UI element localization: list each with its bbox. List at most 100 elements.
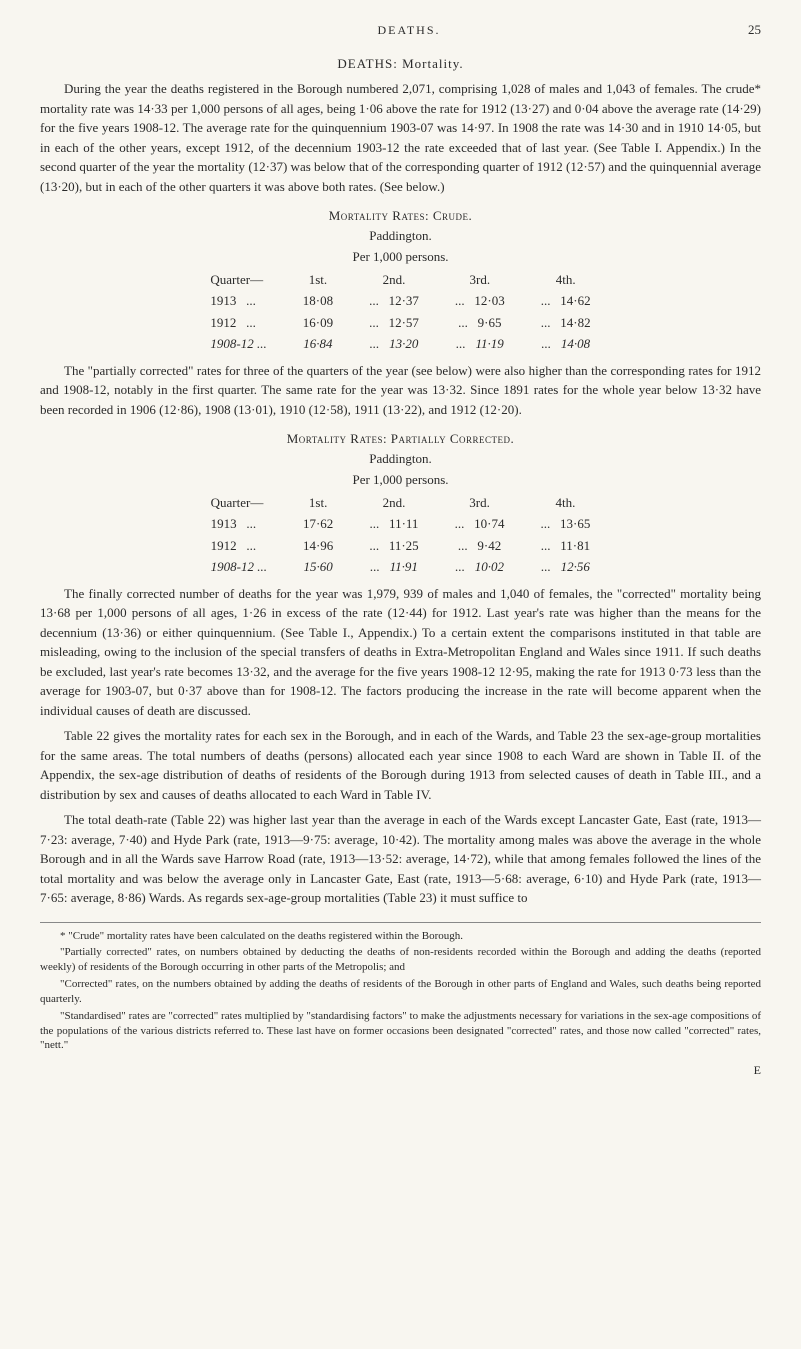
table-row: Quarter— 1st. 2nd. 3rd. 4th. xyxy=(192,269,608,291)
table-cell: 1913 ... xyxy=(192,290,284,312)
cell-sep: ... xyxy=(455,516,465,531)
cell-sep: ... xyxy=(246,293,256,308)
cell-label: 1908-12 xyxy=(211,559,254,574)
cell-sep: ... xyxy=(456,336,466,351)
table-crude: Mortality Rates: Crude. Paddington. Per … xyxy=(40,206,761,355)
table-cell: ... 10·02 xyxy=(437,556,523,578)
table-header-col: 2nd. xyxy=(351,492,436,514)
cell-val: 13·65 xyxy=(560,516,590,531)
table-header-col: 2nd. xyxy=(351,269,437,291)
table-cell: 15·60 xyxy=(285,556,351,578)
cell-sep: ... xyxy=(370,336,380,351)
cell-sep: ... xyxy=(246,315,256,330)
cell-sep: ... xyxy=(541,538,551,553)
cell-val: 9·65 xyxy=(478,315,502,330)
cell-val: 12·56 xyxy=(561,559,590,574)
footnote-rule xyxy=(40,922,761,923)
cell-val: 12·03 xyxy=(474,293,504,308)
table-cell: 1912 ... xyxy=(193,535,285,557)
cell-sep: ... xyxy=(369,293,379,308)
table-row: Quarter— 1st. 2nd. 3rd. 4th. xyxy=(193,492,609,514)
table-header-col: 4th. xyxy=(523,492,609,514)
table-cell: ... 12·56 xyxy=(523,556,609,578)
paragraph-1: During the year the deaths registered in… xyxy=(40,79,761,196)
section-title: DEATHS: Mortality. xyxy=(40,54,761,74)
table-cell: ... 12·37 xyxy=(351,290,437,312)
paragraph-2: The "partially corrected" rates for thre… xyxy=(40,361,761,420)
page-header: DEATHS. 25 xyxy=(40,20,761,40)
cell-val: 14·82 xyxy=(560,315,590,330)
table-crude-table: Quarter— 1st. 2nd. 3rd. 4th. 1913 ... 18… xyxy=(192,269,608,355)
cell-label: 1913 xyxy=(210,293,236,308)
table-cell: 1912 ... xyxy=(192,312,284,334)
cell-sep: ... xyxy=(370,559,380,574)
cell-sep: ... xyxy=(257,559,267,574)
footnote-4: "Standardised" rates are "corrected" rat… xyxy=(40,1009,761,1054)
table-header-col: 1st. xyxy=(285,492,351,514)
cell-sep: ... xyxy=(257,336,267,351)
cell-label: 1908-12 xyxy=(210,336,253,351)
section-heading: DEATHS. xyxy=(70,21,748,39)
table-cell: ... 13·20 xyxy=(351,333,437,355)
table-cell: ... 14·08 xyxy=(523,333,609,355)
cell-label: 1912 xyxy=(210,315,236,330)
cell-sep: ... xyxy=(369,315,379,330)
table-cell: ... 13·65 xyxy=(523,513,609,535)
table-partial-sub1: Paddington. xyxy=(40,449,761,469)
cell-val: 11·19 xyxy=(475,336,503,351)
cell-val: 11·25 xyxy=(389,538,419,553)
table-cell: 17·62 xyxy=(285,513,351,535)
table-cell: ... 11·25 xyxy=(351,535,436,557)
table-cell: ... 14·82 xyxy=(523,312,609,334)
table-row: 1913 ... 17·62 ... 11·11 ... 10·74 ... 1… xyxy=(193,513,609,535)
footnote-3: "Corrected" rates, on the numbers obtain… xyxy=(40,977,761,1007)
cell-sep: ... xyxy=(455,293,465,308)
table-cell: 16·84 xyxy=(285,333,351,355)
footer-signature: E xyxy=(40,1061,761,1079)
cell-val: 14·08 xyxy=(561,336,590,351)
cell-val: 12·57 xyxy=(389,315,419,330)
cell-val: 10·74 xyxy=(474,516,504,531)
table-cell: ... 12·03 xyxy=(437,290,523,312)
cell-sep: ... xyxy=(246,516,256,531)
table-cell: 14·96 xyxy=(285,535,351,557)
table-crude-caption: Mortality Rates: Crude. xyxy=(40,206,761,226)
table-cell: ... 11·91 xyxy=(351,556,436,578)
table-cell: 1908-12 ... xyxy=(192,333,284,355)
table-crude-sub2: Per 1,000 persons. xyxy=(40,247,761,267)
cell-val: 11·81 xyxy=(560,538,590,553)
table-row: 1912 ... 14·96 ... 11·25 ... 9·42 ... 11… xyxy=(193,535,609,557)
table-cell: ... 9·65 xyxy=(437,312,523,334)
table-cell: 16·09 xyxy=(285,312,351,334)
table-cell: ... 11·19 xyxy=(437,333,523,355)
table-row: 1913 ... 18·08 ... 12·37 ... 12·03 ... 1… xyxy=(192,290,608,312)
table-cell: ... 12·57 xyxy=(351,312,437,334)
table-cell: ... 10·74 xyxy=(437,513,523,535)
table-cell: ... 11·81 xyxy=(523,535,609,557)
cell-sep: ... xyxy=(458,315,468,330)
paragraph-3: The finally corrected number of deaths f… xyxy=(40,584,761,721)
cell-sep: ... xyxy=(246,538,256,553)
cell-val: 9·42 xyxy=(477,538,501,553)
table-partial-table: Quarter— 1st. 2nd. 3rd. 4th. 1913 ... 17… xyxy=(193,492,609,578)
cell-sep: ... xyxy=(541,516,551,531)
table-row: 1908-12 ... 16·84 ... 13·20 ... 11·19 ..… xyxy=(192,333,608,355)
paragraph-5: The total death-rate (Table 22) was high… xyxy=(40,810,761,908)
table-cell: 18·08 xyxy=(285,290,351,312)
cell-sep: ... xyxy=(541,293,551,308)
table-row: 1908-12 ... 15·60 ... 11·91 ... 10·02 ..… xyxy=(193,556,609,578)
cell-sep: ... xyxy=(370,516,380,531)
paragraph-4: Table 22 gives the mortality rates for e… xyxy=(40,726,761,804)
cell-sep: ... xyxy=(541,559,551,574)
table-cell: ... 14·62 xyxy=(523,290,609,312)
cell-val: 10·02 xyxy=(475,559,504,574)
page-number: 25 xyxy=(748,20,761,40)
cell-val: 14·62 xyxy=(560,293,590,308)
cell-val: 11·11 xyxy=(389,516,418,531)
table-cell: ... 9·42 xyxy=(437,535,523,557)
table-cell: 1908-12 ... xyxy=(193,556,285,578)
table-header-label: Quarter— xyxy=(193,492,285,514)
cell-val: 11·91 xyxy=(390,559,418,574)
cell-sep: ... xyxy=(369,538,379,553)
table-partial: Mortality Rates: Partially Corrected. Pa… xyxy=(40,429,761,578)
